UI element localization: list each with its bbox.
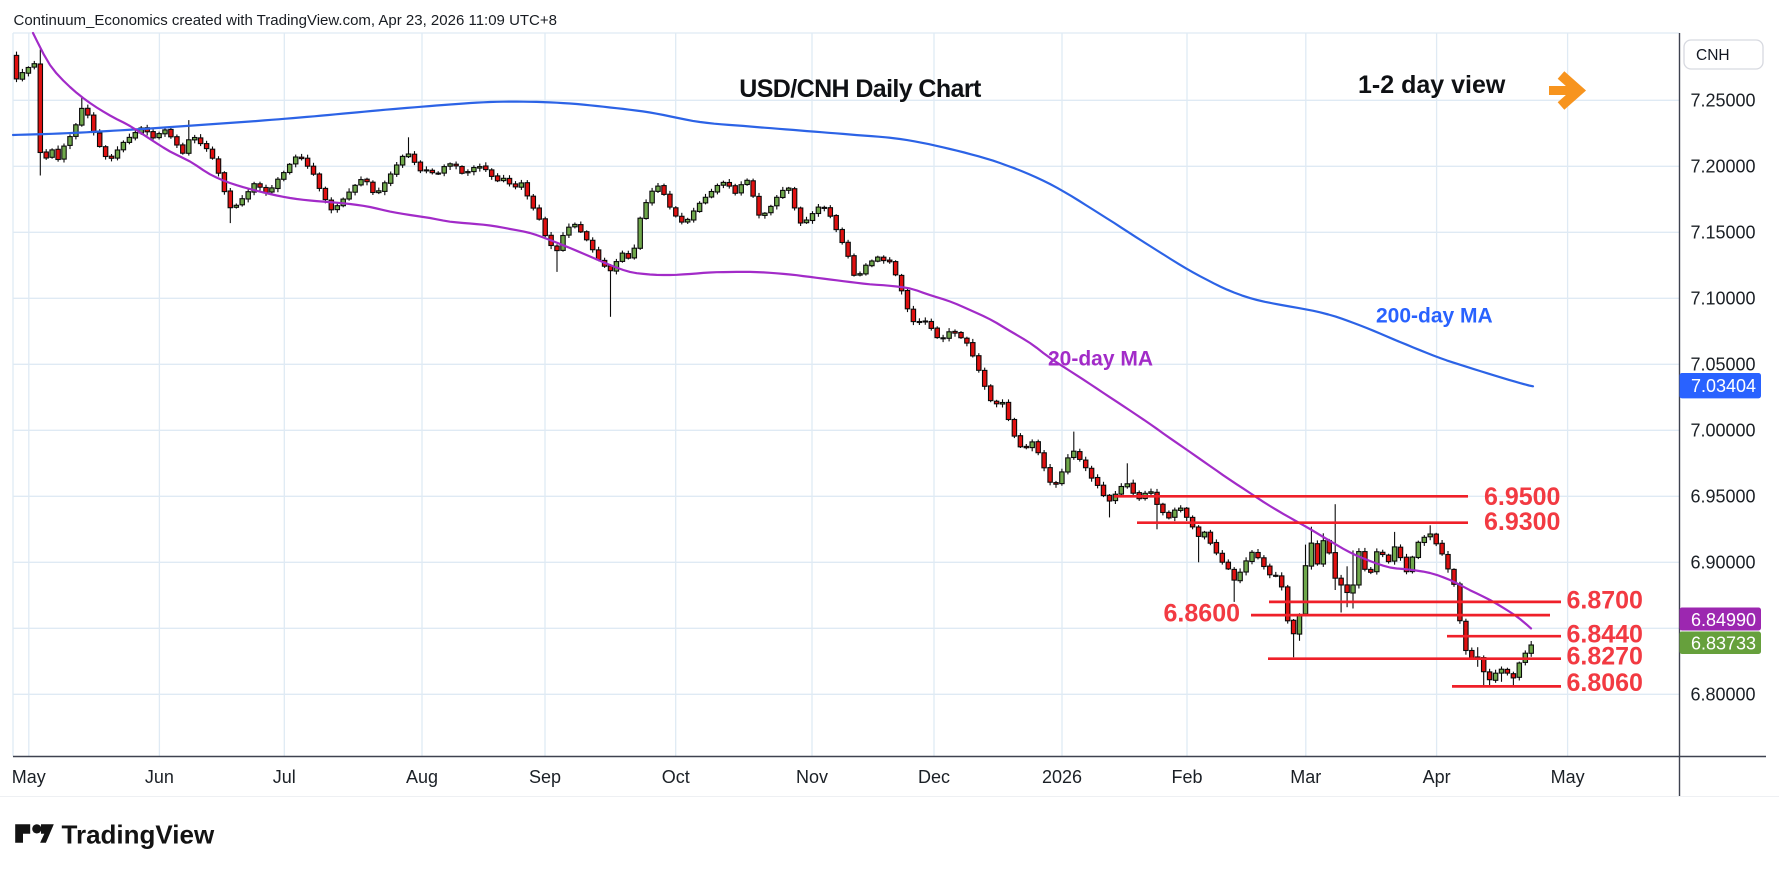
svg-text:CNH: CNH	[1696, 47, 1730, 64]
svg-text:6.84990: 6.84990	[1691, 610, 1756, 630]
svg-text:7.15000: 7.15000	[1691, 223, 1756, 243]
svg-text:Apr: Apr	[1423, 767, 1451, 787]
svg-text:6.9500: 6.9500	[1484, 483, 1560, 511]
svg-text:May: May	[12, 767, 46, 787]
svg-text:6.8600: 6.8600	[1164, 599, 1240, 627]
svg-text:Sep: Sep	[529, 767, 561, 787]
svg-text:6.8440: 6.8440	[1567, 621, 1643, 649]
svg-text:6.8060: 6.8060	[1567, 669, 1643, 697]
svg-text:Jun: Jun	[145, 767, 174, 787]
svg-text:6.9300: 6.9300	[1484, 508, 1560, 536]
svg-text:Dec: Dec	[918, 767, 950, 787]
svg-text:2026: 2026	[1042, 767, 1082, 787]
svg-text:6.90000: 6.90000	[1691, 553, 1756, 573]
svg-text:7.03404: 7.03404	[1691, 376, 1756, 396]
svg-text:Oct: Oct	[662, 767, 690, 787]
svg-text:6.95000: 6.95000	[1691, 487, 1756, 507]
svg-text:6.80000: 6.80000	[1691, 685, 1756, 705]
svg-text:May: May	[1551, 767, 1585, 787]
svg-text:Jul: Jul	[273, 767, 296, 787]
svg-text:7.20000: 7.20000	[1691, 157, 1756, 177]
svg-text:Mar: Mar	[1290, 767, 1321, 787]
svg-text:Feb: Feb	[1171, 767, 1202, 787]
svg-text:6.8700: 6.8700	[1567, 587, 1643, 615]
svg-text:6.83733: 6.83733	[1691, 634, 1756, 654]
svg-text:6.8270: 6.8270	[1567, 642, 1643, 670]
svg-text:Continuum_Economics created wi: Continuum_Economics created with Trading…	[14, 12, 558, 29]
svg-text:7.05000: 7.05000	[1691, 355, 1756, 375]
svg-text:7.00000: 7.00000	[1691, 421, 1756, 441]
svg-text:Aug: Aug	[406, 767, 438, 787]
svg-text:7.10000: 7.10000	[1691, 289, 1756, 309]
svg-text:7.25000: 7.25000	[1691, 91, 1756, 111]
svg-text:200-day MA: 200-day MA	[1376, 305, 1493, 328]
svg-text:Nov: Nov	[796, 767, 828, 787]
svg-text:TradingView: TradingView	[62, 820, 215, 850]
svg-text:USD/CNH Daily Chart: USD/CNH Daily Chart	[739, 75, 982, 103]
svg-text:1-2 day view: 1-2 day view	[1358, 71, 1506, 99]
svg-text:20-day MA: 20-day MA	[1048, 348, 1153, 371]
